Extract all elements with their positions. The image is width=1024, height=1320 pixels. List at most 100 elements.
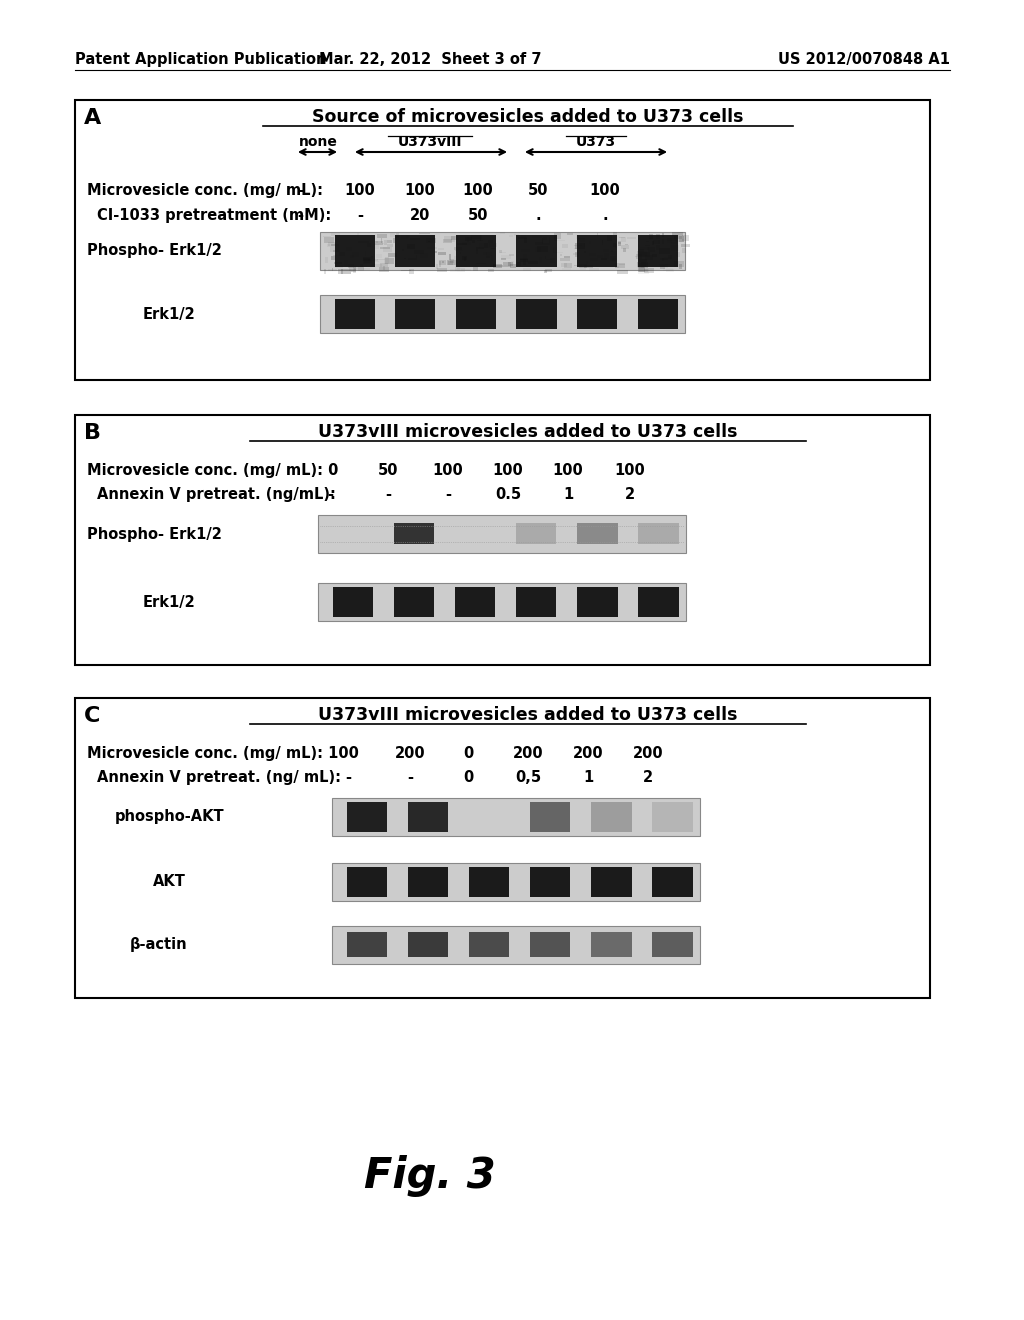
Bar: [351, 269, 355, 272]
Bar: [416, 255, 417, 259]
Bar: [641, 263, 648, 268]
Bar: [520, 259, 528, 261]
Bar: [387, 244, 393, 247]
Bar: [681, 244, 690, 247]
Bar: [528, 261, 538, 264]
Bar: [567, 232, 573, 235]
Bar: [335, 235, 375, 267]
Bar: [607, 235, 612, 240]
Text: β-actin: β-actin: [130, 937, 187, 953]
Bar: [455, 256, 462, 260]
Bar: [646, 263, 650, 265]
Bar: [347, 803, 387, 832]
Bar: [662, 234, 665, 236]
Bar: [657, 239, 665, 244]
Bar: [444, 236, 455, 242]
Bar: [680, 264, 682, 269]
Bar: [354, 267, 364, 271]
Bar: [511, 261, 514, 265]
Bar: [517, 261, 519, 267]
Bar: [656, 235, 659, 239]
Bar: [476, 247, 484, 248]
Bar: [331, 234, 340, 236]
Bar: [483, 243, 488, 248]
Bar: [469, 867, 509, 896]
Bar: [672, 242, 677, 244]
Bar: [420, 253, 428, 259]
Bar: [508, 261, 513, 265]
Bar: [471, 235, 482, 239]
Bar: [639, 252, 649, 257]
Text: -: -: [357, 209, 362, 223]
Text: 200: 200: [513, 746, 544, 762]
Bar: [611, 259, 615, 263]
Bar: [638, 587, 679, 616]
Bar: [379, 267, 388, 272]
Bar: [545, 269, 553, 272]
Bar: [648, 247, 654, 252]
Bar: [666, 269, 674, 272]
Bar: [408, 932, 449, 957]
Bar: [601, 257, 606, 260]
Bar: [325, 269, 326, 275]
Bar: [427, 247, 437, 249]
Text: 0,5: 0,5: [515, 770, 541, 785]
Bar: [591, 932, 632, 957]
Bar: [659, 264, 670, 265]
Bar: [584, 243, 585, 247]
Text: AKT: AKT: [153, 874, 186, 890]
Text: -: -: [445, 487, 451, 502]
Bar: [358, 242, 370, 243]
Bar: [385, 259, 394, 264]
Bar: [521, 235, 526, 238]
Bar: [324, 238, 334, 243]
Bar: [457, 243, 464, 246]
Bar: [408, 235, 410, 236]
Bar: [638, 300, 678, 329]
Bar: [456, 235, 496, 267]
Bar: [557, 240, 565, 242]
Text: U373vIII microvesicles added to U373 cells: U373vIII microvesicles added to U373 cel…: [317, 706, 737, 723]
Bar: [591, 803, 632, 832]
Bar: [353, 267, 355, 273]
Text: -: -: [407, 770, 413, 785]
Bar: [381, 239, 382, 243]
Bar: [75, 414, 930, 665]
Bar: [610, 251, 613, 252]
Bar: [579, 264, 587, 268]
Bar: [335, 263, 342, 264]
Text: 100: 100: [614, 463, 645, 478]
Bar: [595, 238, 604, 243]
Text: 100: 100: [493, 463, 523, 478]
Bar: [350, 255, 353, 257]
Bar: [339, 252, 345, 256]
Bar: [387, 240, 392, 243]
Bar: [364, 259, 371, 264]
Bar: [638, 268, 645, 272]
Bar: [394, 587, 434, 616]
Bar: [462, 243, 471, 246]
Text: .: .: [536, 209, 541, 223]
Bar: [638, 259, 647, 261]
Bar: [486, 256, 490, 257]
Bar: [679, 236, 684, 242]
Text: U373: U373: [575, 135, 616, 149]
Bar: [75, 100, 930, 380]
Bar: [618, 242, 621, 246]
Bar: [581, 267, 587, 269]
Bar: [367, 243, 371, 247]
Bar: [408, 867, 449, 896]
Bar: [518, 238, 527, 239]
Bar: [344, 260, 347, 267]
Bar: [613, 232, 617, 235]
Bar: [332, 256, 336, 260]
Bar: [524, 238, 527, 243]
Text: Erk1/2: Erk1/2: [143, 306, 196, 322]
Bar: [655, 246, 660, 249]
Bar: [604, 253, 609, 259]
Bar: [536, 242, 543, 246]
Bar: [382, 243, 384, 244]
Text: 50: 50: [378, 463, 398, 478]
Bar: [438, 252, 446, 255]
Bar: [659, 259, 668, 260]
